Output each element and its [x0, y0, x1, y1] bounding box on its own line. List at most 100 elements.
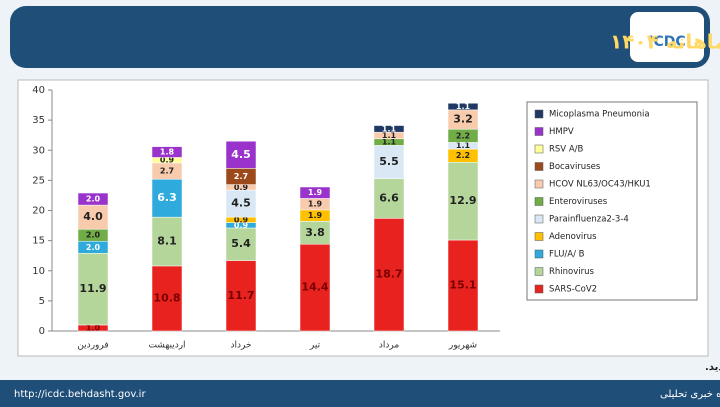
note: نکته: در ۹۳ نمونه ارسالی در شهریور ماه، … — [705, 360, 720, 373]
legend-label: Micoplasma Pneumonia — [549, 110, 650, 120]
x-tick-label: خرداد — [230, 341, 251, 351]
legend-swatch — [534, 232, 544, 241]
data-label: 1.1 — [382, 138, 397, 147]
bar-segment — [373, 125, 405, 133]
data-label: 1.1 — [456, 102, 471, 111]
data-label: 0.9 — [234, 215, 249, 224]
bar-segment — [299, 186, 331, 199]
y-tick-label: 35 — [32, 115, 45, 126]
y-tick-label: 40 — [32, 85, 45, 96]
legend-label: Enteroviruses — [549, 197, 608, 207]
footer-band — [0, 380, 720, 407]
legend-swatch — [534, 267, 544, 276]
legend-label: HMPV — [549, 127, 574, 137]
y-tick-label: 30 — [32, 145, 45, 156]
title: نتایج دیده وری چند پاتوژن تنفسی – مقایسه… — [610, 30, 720, 55]
legend-swatch — [534, 214, 544, 224]
bar-segment — [77, 204, 109, 230]
bar-segment — [77, 253, 109, 326]
data-label: 1.1 — [456, 141, 471, 150]
data-label: 8.1 — [157, 235, 177, 248]
data-label: 1.8 — [160, 148, 175, 157]
data-label: 1.9 — [308, 200, 323, 209]
legend-label: SARS-CoV2 — [549, 285, 597, 295]
data-label: 6.3 — [157, 191, 177, 204]
bar-segment — [151, 216, 183, 267]
data-label: 14.4 — [301, 281, 328, 294]
bar-segment — [225, 260, 257, 332]
legend-swatch — [534, 109, 544, 119]
data-label: 11.9 — [79, 282, 106, 295]
url: http://icdc.behdasht.gov.ir — [14, 389, 146, 400]
legend-label: RSV A/B — [549, 145, 583, 155]
legend-swatch — [534, 179, 544, 189]
y-tick-label: 0 — [39, 326, 45, 337]
data-label: 2.7 — [234, 172, 248, 181]
data-label: 5.5 — [379, 155, 399, 168]
header-band — [10, 6, 710, 68]
bar-segment — [225, 189, 257, 218]
legend-label: Bocaviruses — [549, 162, 601, 172]
data-label: 4.0 — [83, 210, 103, 223]
data-label: 2.0 — [86, 243, 101, 252]
data-label: 3.8 — [305, 226, 325, 239]
legend-swatch — [534, 197, 544, 206]
data-label: 10.8 — [153, 291, 180, 304]
x-tick-label: فروردین — [77, 341, 108, 351]
watermark: پایگاه خبری تحلیلی — [660, 388, 720, 400]
legend-label: Parainfluenza2-3-4 — [549, 215, 629, 225]
data-label: 4.5 — [231, 148, 251, 161]
x-tick-label: شهریور — [448, 341, 477, 351]
y-tick-label: 5 — [39, 296, 45, 307]
bar-segment — [447, 239, 479, 332]
bar-segment — [447, 162, 479, 241]
data-label: 12.9 — [449, 194, 476, 207]
x-tick-label: مرداد — [379, 341, 399, 351]
data-label: 2.0 — [86, 195, 101, 204]
bar-segment — [225, 227, 257, 261]
data-label: 6.6 — [379, 191, 399, 204]
data-label: 11.7 — [227, 289, 254, 302]
data-label: 2.2 — [456, 131, 470, 140]
bar-segment — [299, 243, 331, 332]
y-tick-label: 15 — [32, 236, 45, 247]
data-label: 1.1 — [382, 124, 397, 133]
data-label: 0.9 — [160, 156, 175, 165]
legend-swatch — [534, 127, 544, 136]
y-tick-label: 25 — [32, 175, 45, 186]
bar-segment — [373, 178, 405, 219]
data-label: 5.4 — [231, 237, 251, 250]
legend-label: FLU/A/ B — [549, 250, 585, 260]
data-label: 0.9 — [234, 183, 249, 192]
x-tick-label: تیر — [309, 341, 321, 351]
y-tick-label: 10 — [32, 266, 45, 277]
logo: ICDC — [648, 34, 685, 50]
legend-label: Adenovirus — [549, 232, 597, 242]
legend-swatch — [534, 284, 544, 294]
data-label: 18.7 — [375, 268, 402, 281]
legend-swatch — [534, 249, 544, 259]
data-label: 3.2 — [453, 113, 473, 126]
data-label: 4.5 — [231, 197, 251, 210]
y-tick-label: 20 — [32, 206, 45, 217]
x-tick-label: اردیبهشت — [148, 341, 185, 351]
legend-swatch — [534, 144, 544, 154]
legend-label: Rhinovirus — [549, 267, 595, 277]
bar-segment — [77, 192, 109, 206]
bar-segment — [225, 140, 257, 169]
legend-box — [526, 101, 698, 301]
data-label: 1.9 — [308, 211, 323, 220]
legend-label: HCOV NL63/OC43/HKU1 — [549, 180, 651, 190]
data-label: 2.0 — [86, 231, 101, 240]
bar-segment — [373, 145, 405, 179]
bar-segment — [373, 218, 405, 332]
data-label: 1.1 — [382, 131, 397, 140]
bar-segment — [447, 103, 479, 111]
legend-swatch — [534, 162, 544, 171]
data-label: 2.7 — [160, 167, 174, 176]
data-label: 2.2 — [456, 151, 470, 160]
data-label: 1.9 — [308, 188, 323, 197]
data-label: 1.0 — [86, 323, 101, 332]
data-label: 0.9 — [234, 221, 249, 230]
logo-box — [630, 12, 704, 62]
